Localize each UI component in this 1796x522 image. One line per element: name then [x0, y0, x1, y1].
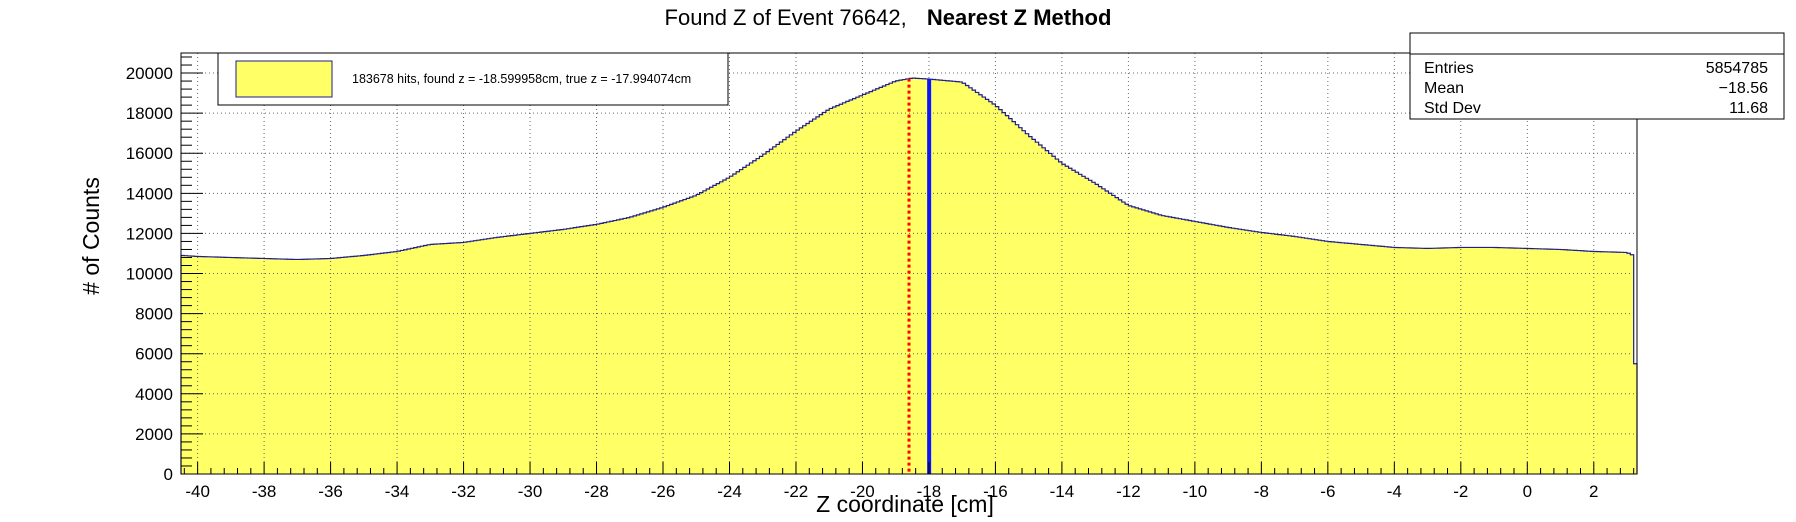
- x-tick-label: -20: [850, 482, 875, 501]
- x-tick-label: -38: [252, 482, 277, 501]
- chart-title: Found Z of Event 76642, Nearest Z Method: [665, 5, 1112, 30]
- y-tick-label: 4000: [135, 385, 173, 404]
- x-tick-label: -28: [584, 482, 609, 501]
- legend-swatch: [235, 60, 333, 98]
- x-tick-label: -18: [917, 482, 942, 501]
- x-tick-label: -24: [717, 482, 742, 501]
- x-tick-label: -6: [1320, 482, 1335, 501]
- x-tick-label: -32: [451, 482, 476, 501]
- stats-box: Entries 5854785 Mean −18.56 Std Dev 11.6…: [1409, 32, 1785, 120]
- y-axis: 0 2000 4000 6000 8000 10000 12000 14000 16000 180…: [126, 56, 203, 484]
- x-tick-label: -26: [651, 482, 676, 501]
- plot-frame: [180, 52, 1638, 475]
- histogram-fill: [181, 78, 1637, 474]
- chart-title-prefix: Found Z of Event 76642,: [665, 5, 907, 30]
- chart-title-method: Nearest Z Method: [927, 5, 1112, 30]
- x-tick-label: -10: [1183, 482, 1208, 501]
- y-tick-label: 14000: [126, 184, 173, 203]
- histogram-layer: [181, 78, 1637, 474]
- legend: 183678 hits, found z = -18.599958cm, tru…: [217, 52, 729, 106]
- x-tick-label: -8: [1254, 482, 1269, 501]
- y-tick-label: 20000: [126, 64, 173, 83]
- y-tick-label: 8000: [135, 305, 173, 324]
- x-tick-label: -40: [185, 482, 210, 501]
- x-tick-label: -14: [1050, 482, 1075, 501]
- x-axis: -40 -38 -36 -34 -32 -30 -28 -26 -24 -22 -20 -18 -16-…: [183, 462, 1635, 501]
- stats-label-entries: Entries: [1424, 60, 1474, 77]
- x-tick-label: -12: [1116, 482, 1141, 501]
- stats-label-stddev: Std Dev: [1424, 100, 1481, 117]
- x-tick-label: -36: [318, 482, 343, 501]
- x-tick-label: 0: [1523, 482, 1532, 501]
- y-tick-label: 18000: [126, 104, 173, 123]
- y-tick-label: 0: [164, 465, 173, 484]
- x-axis-title: Z coordinate [cm]: [816, 491, 994, 517]
- y-axis-title: # of Counts: [78, 177, 104, 295]
- y-tick-label: 2000: [135, 425, 173, 444]
- histogram-outline: [180, 77, 1638, 474]
- x-tick-label: -30: [518, 482, 543, 501]
- stats-value-mean: −18.56: [1719, 80, 1768, 97]
- x-tick-label: -34: [385, 482, 410, 501]
- x-tick-label: -4: [1387, 482, 1402, 501]
- y-tick-label: 6000: [135, 345, 173, 364]
- y-tick-label: 12000: [126, 224, 173, 243]
- legend-entry: 183678 hits, found z = -18.599958cm, tru…: [352, 72, 691, 86]
- x-tick-label: 2: [1589, 482, 1598, 501]
- y-tick-label: 10000: [126, 265, 173, 284]
- x-tick-label: -16: [983, 482, 1008, 501]
- stats-value-stddev: 11.68: [1729, 100, 1768, 117]
- y-tick-label: 16000: [126, 144, 173, 163]
- stats-box-frame: [1409, 32, 1785, 120]
- x-tick-label: -2: [1453, 482, 1468, 501]
- stats-value-entries: 5854785: [1706, 60, 1768, 77]
- x-tick-label: -22: [784, 482, 809, 501]
- stats-label-mean: Mean: [1424, 80, 1464, 97]
